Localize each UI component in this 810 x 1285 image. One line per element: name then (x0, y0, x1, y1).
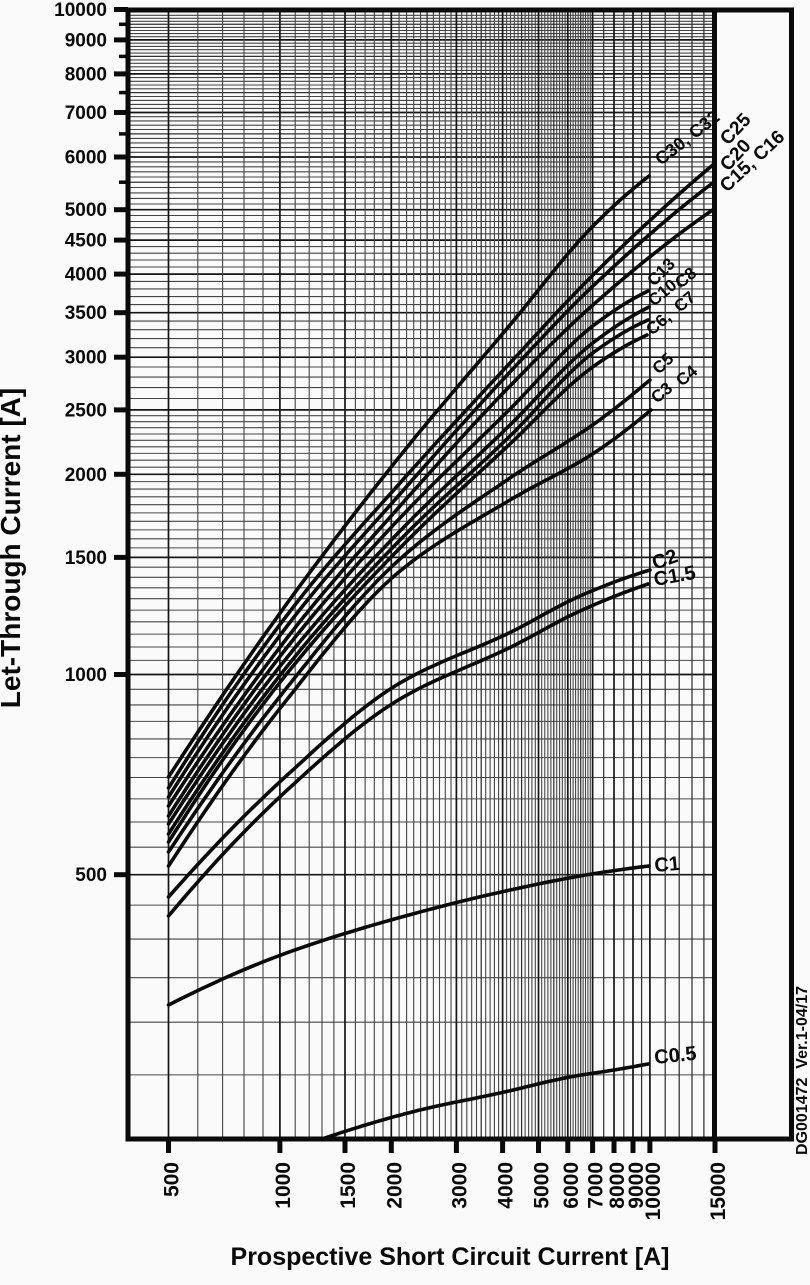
svg-text:7000: 7000 (65, 103, 107, 124)
svg-text:500: 500 (161, 1162, 184, 1197)
svg-text:8000: 8000 (65, 64, 107, 85)
svg-text:2000: 2000 (383, 1162, 406, 1209)
svg-text:3500: 3500 (65, 303, 107, 324)
svg-text:Prospective Short Circuit Curr: Prospective Short Circuit Current [A] (231, 1243, 670, 1271)
svg-text:Let-Through Current [A]: Let-Through Current [A] (0, 388, 26, 708)
svg-text:C1: C1 (654, 853, 681, 877)
svg-text:4000: 4000 (65, 265, 107, 286)
svg-text:7000: 7000 (585, 1162, 608, 1209)
svg-text:8000: 8000 (606, 1162, 629, 1209)
svg-text:1500: 1500 (337, 1162, 360, 1209)
svg-text:500: 500 (75, 865, 107, 886)
svg-text:10000: 10000 (642, 1162, 665, 1220)
svg-text:15000: 15000 (707, 1162, 730, 1220)
svg-text:6000: 6000 (65, 148, 107, 169)
svg-text:9000: 9000 (65, 30, 107, 51)
svg-text:10000: 10000 (54, 0, 107, 21)
svg-text:C0.5: C0.5 (653, 1043, 697, 1069)
svg-text:6000: 6000 (560, 1162, 583, 1209)
svg-text:9000: 9000 (625, 1162, 648, 1209)
svg-text:1000: 1000 (65, 665, 107, 686)
svg-text:3000: 3000 (65, 348, 107, 369)
svg-text:1500: 1500 (65, 548, 107, 569)
svg-text:DG001472 Ver.1-04/17: DG001472 Ver.1-04/17 (794, 986, 810, 1155)
svg-text:2500: 2500 (65, 400, 107, 421)
svg-text:1000: 1000 (272, 1162, 295, 1209)
svg-text:2000: 2000 (65, 465, 107, 486)
svg-text:5000: 5000 (531, 1162, 554, 1209)
svg-text:4000: 4000 (495, 1162, 518, 1209)
svg-text:4500: 4500 (65, 231, 107, 252)
svg-text:5000: 5000 (65, 200, 107, 221)
svg-text:3000: 3000 (448, 1162, 471, 1209)
